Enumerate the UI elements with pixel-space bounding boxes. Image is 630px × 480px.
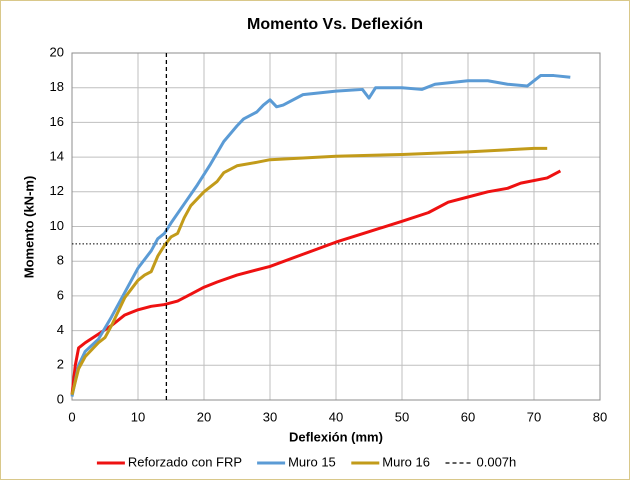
legend-label: 0.007h [477, 454, 517, 469]
y-tick-label: 10 [50, 218, 64, 233]
x-tick-label: 80 [593, 409, 607, 424]
legend-label: Muro 15 [288, 454, 336, 469]
x-tick-label: 0 [68, 409, 75, 424]
plot-frame [71, 52, 601, 401]
x-tick-label: 20 [197, 409, 211, 424]
x-tick-label: 60 [461, 409, 475, 424]
chart-title: Momento Vs. Deflexión [247, 16, 423, 33]
x-axis-title: Deflexión (mm) [289, 429, 383, 444]
legend-label: Reforzado con FRP [128, 454, 242, 469]
y-tick-label: 12 [50, 183, 64, 198]
series-line [70, 146, 548, 396]
y-tick-label: 20 [50, 44, 64, 59]
x-tick-label: 70 [527, 409, 541, 424]
y-tick-label: 16 [50, 114, 64, 129]
y-tick-label: 2 [57, 357, 64, 372]
y-tick-label: 8 [57, 253, 64, 268]
y-tick-label: 4 [57, 322, 64, 337]
y-tick-label: 14 [50, 149, 64, 164]
y-tick-label: 18 [50, 79, 64, 94]
y-axis-title: Momento (kN-m) [21, 176, 36, 279]
x-tick-label: 50 [395, 409, 409, 424]
x-tick-label: 30 [263, 409, 277, 424]
legend-label: Muro 16 [382, 454, 430, 469]
y-tick-label: 6 [57, 287, 64, 302]
x-tick-label: 10 [131, 409, 145, 424]
y-tick-label: 0 [57, 391, 64, 406]
x-tick-label: 40 [329, 409, 343, 424]
series-line [70, 74, 571, 397]
